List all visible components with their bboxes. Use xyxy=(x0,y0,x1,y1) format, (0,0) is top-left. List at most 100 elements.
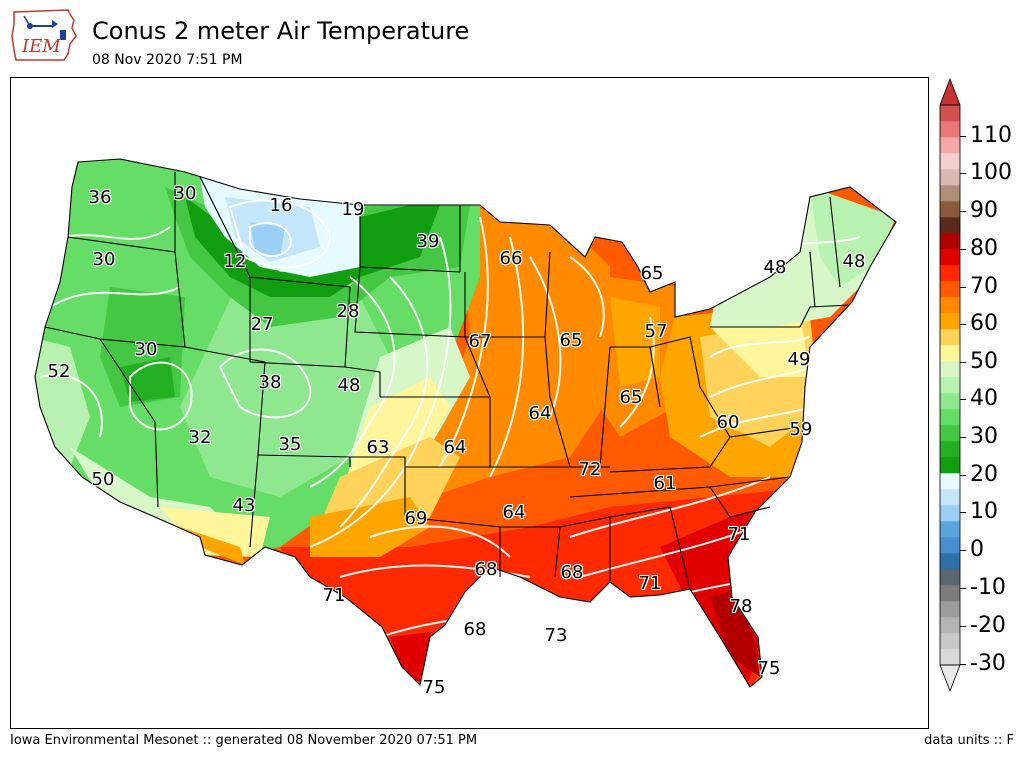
colorbar-bin xyxy=(940,521,960,538)
colorbar-bin xyxy=(940,313,960,330)
label-68-gulf: 68 xyxy=(463,619,487,640)
colorbar-bin xyxy=(940,393,960,410)
label-65-il: 65 xyxy=(559,330,583,351)
colorbar-tick xyxy=(960,399,966,400)
label-65-mi: 65 xyxy=(640,263,664,284)
label-28: 28 xyxy=(336,301,360,322)
label-27: 27 xyxy=(250,314,274,335)
label-64-ar: 64 xyxy=(502,502,526,523)
colorbar-tick-label: 110 xyxy=(970,123,1012,148)
colorbar-tick xyxy=(960,211,966,212)
colorbar-bin xyxy=(940,409,960,426)
colorbar-bin xyxy=(940,473,960,490)
label-73: 73 xyxy=(544,625,568,646)
colorbar-bin xyxy=(940,217,960,234)
colorbar-tick-label: 0 xyxy=(970,537,984,562)
colorbar-bin xyxy=(940,441,960,458)
label-38: 38 xyxy=(258,372,282,393)
label-49: 49 xyxy=(787,349,811,370)
colorbar-tick-label: 50 xyxy=(970,349,998,374)
colorbar-bin xyxy=(940,425,960,442)
label-30-wa: 30 xyxy=(92,249,116,270)
label-75-tx: 75 xyxy=(422,677,446,698)
colorbar-tick-label: 90 xyxy=(970,198,998,223)
label-61: 61 xyxy=(653,473,677,494)
colorbar-tick-label: 30 xyxy=(970,424,998,449)
colorbar-bin xyxy=(940,569,960,586)
label-71-nc: 71 xyxy=(727,524,751,545)
colorbar-tick xyxy=(960,626,966,627)
label-16: 16 xyxy=(269,195,293,216)
label-72: 72 xyxy=(578,459,602,480)
colorbar-bin xyxy=(940,121,960,138)
colorbar-bin xyxy=(940,137,960,154)
label-30-nw: 30 xyxy=(173,183,197,204)
label-43: 43 xyxy=(232,495,256,516)
colorbar-tick xyxy=(960,588,966,589)
colorbar-tick xyxy=(960,550,966,551)
label-32: 32 xyxy=(188,427,212,448)
colorbar-bin xyxy=(940,201,960,218)
colorbar-bin xyxy=(940,649,960,666)
colorbar-bin xyxy=(940,361,960,378)
colorbar-bin xyxy=(940,233,960,250)
label-65-in: 65 xyxy=(619,387,643,408)
label-35: 35 xyxy=(278,434,302,455)
label-19: 19 xyxy=(341,199,365,220)
colorbar-bin xyxy=(940,297,960,314)
colorbar-bin xyxy=(940,457,960,474)
iem-logo: IEM xyxy=(8,6,80,64)
colorbar-tick xyxy=(960,362,966,363)
colorbar-bin xyxy=(940,153,960,170)
colorbar-tick xyxy=(960,475,966,476)
colorbar-tick xyxy=(960,664,966,665)
colorbar-tick xyxy=(960,512,966,513)
label-30-nv: 30 xyxy=(134,339,158,360)
label-36: 36 xyxy=(88,187,112,208)
label-48-ny: 48 xyxy=(763,257,787,278)
label-68-ms: 68 xyxy=(560,562,584,583)
colorbar-over-arrow xyxy=(939,77,961,106)
colorbar-tick-label: 20 xyxy=(970,462,998,487)
colorbar-tick-label: -30 xyxy=(970,651,1006,676)
label-12: 12 xyxy=(223,251,247,272)
colorbar-tick-label: 10 xyxy=(970,499,998,524)
label-71-tx: 71 xyxy=(322,585,346,606)
colorbar-bin xyxy=(940,169,960,186)
colorbar-bin xyxy=(940,537,960,554)
colorbar-bin xyxy=(940,105,960,122)
colorbar-tick-label: 70 xyxy=(970,274,998,299)
label-75-fl: 75 xyxy=(757,658,781,679)
label-39: 39 xyxy=(416,231,440,252)
label-66: 66 xyxy=(499,248,523,269)
colorbar-tick xyxy=(960,437,966,438)
colorbar-bin xyxy=(940,489,960,506)
colorbar-tick xyxy=(960,249,966,250)
page-title: Conus 2 meter Air Temperature xyxy=(92,17,470,45)
label-60: 60 xyxy=(716,412,740,433)
footer-units: data units :: F xyxy=(924,733,1014,748)
colorbar-tick-label: 100 xyxy=(970,160,1012,185)
colorbar-tick-label: 60 xyxy=(970,311,998,336)
colorbar-bin xyxy=(940,345,960,362)
label-68-tx: 68 xyxy=(474,559,498,580)
colorbar-tick xyxy=(960,136,966,137)
colorbar-bin xyxy=(940,617,960,634)
colorbar-tick-label: 80 xyxy=(970,236,998,261)
label-63: 63 xyxy=(366,437,390,458)
page-subtitle: 08 Nov 2020 7:51 PM xyxy=(92,52,243,68)
label-69: 69 xyxy=(404,508,428,529)
colorbar-tick-label: -10 xyxy=(970,575,1006,600)
colorbar-bin xyxy=(940,265,960,282)
colorbar-bin xyxy=(940,601,960,618)
colorbar xyxy=(939,77,961,693)
colorbar-bin xyxy=(940,249,960,266)
label-48-me: 48 xyxy=(842,251,866,272)
colorbar-bin xyxy=(940,377,960,394)
colorbar-tick-label: -20 xyxy=(970,613,1006,638)
colorbar-tick xyxy=(960,324,966,325)
colorbar-tick xyxy=(960,173,966,174)
label-78: 78 xyxy=(729,596,753,617)
colorbar-bin xyxy=(940,585,960,602)
colorbar-bin xyxy=(940,185,960,202)
